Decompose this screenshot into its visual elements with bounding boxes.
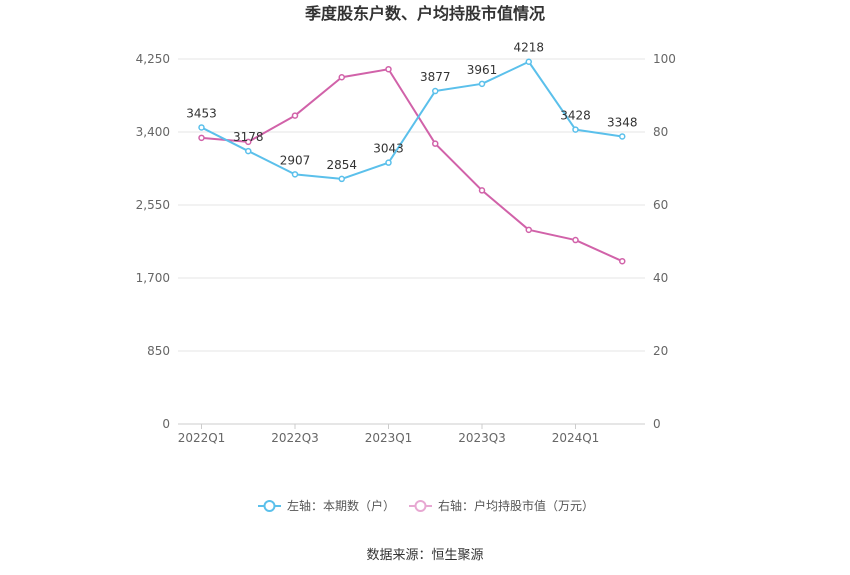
data-point[interactable] [338, 175, 345, 183]
left-tick-label: 1,700 [136, 271, 170, 285]
data-point[interactable] [385, 159, 392, 166]
data-point[interactable] [385, 65, 392, 73]
data-point[interactable] [291, 171, 299, 178]
data-label: 3877 [420, 70, 451, 84]
right-tick-label: 40 [653, 271, 668, 285]
data-point[interactable] [525, 226, 532, 234]
right-axis: 0 20 40 60 80 100 [653, 52, 676, 431]
data-label: 3178 [233, 130, 264, 144]
chart-title: 季度股东户数、户均持股市值情况 [304, 4, 545, 23]
data-point[interactable] [198, 124, 205, 131]
left-tick-label: 850 [147, 344, 170, 358]
x-tick-label: 2024Q1 [552, 431, 600, 445]
data-point[interactable] [432, 87, 439, 95]
data-label: 4218 [513, 41, 544, 55]
legend: 左轴：本期数（户） 右轴：户均持股市值（万元） [258, 498, 594, 513]
right-tick-label: 80 [653, 125, 668, 139]
x-axis: 2022Q1 2022Q3 2023Q1 2023Q3 2024Q1 [178, 424, 600, 445]
left-tick-label: 4,250 [136, 52, 170, 66]
right-tick-label: 0 [653, 417, 661, 431]
right-tick-label: 100 [653, 52, 676, 66]
legend-item-right-series[interactable]: 右轴：户均持股市值（万元） [409, 498, 594, 513]
data-point[interactable] [619, 133, 626, 140]
legend-swatch-marker [414, 500, 427, 512]
data-point[interactable] [432, 140, 439, 147]
data-point[interactable] [572, 126, 579, 133]
data-source: 数据来源：恒生聚源 [366, 548, 483, 563]
data-label: 3428 [560, 109, 591, 123]
data-point[interactable] [245, 147, 252, 155]
left-axis: 0 850 1,700 2,550 3,400 4,250 [136, 52, 170, 431]
data-point[interactable] [478, 80, 486, 88]
data-point[interactable] [338, 74, 345, 81]
series-line-right [201, 68, 623, 263]
data-point[interactable] [525, 58, 532, 65]
left-tick-label: 2,550 [136, 198, 170, 212]
data-point[interactable] [619, 257, 626, 265]
legend-label: 左轴：本期数（户） [287, 498, 395, 513]
x-tick-label: 2023Q3 [458, 431, 506, 445]
right-tick-label: 20 [653, 344, 668, 358]
data-point[interactable] [198, 134, 205, 142]
data-point[interactable] [291, 112, 299, 119]
data-point[interactable] [245, 138, 252, 146]
legend-swatch-marker [263, 500, 276, 512]
legend-label: 右轴：户均持股市值（万元） [438, 498, 594, 513]
data-point[interactable] [572, 236, 579, 244]
legend-item-left-series[interactable]: 左轴：本期数（户） [258, 498, 395, 513]
data-label: 3961 [467, 63, 498, 77]
x-tick-label: 2023Q1 [365, 431, 413, 445]
series-layer [198, 58, 626, 265]
data-label: 2854 [326, 158, 357, 172]
data-label: 3348 [607, 115, 638, 129]
right-tick-label: 60 [653, 198, 668, 212]
data-labels: 3453 3178 2907 2854 3043 3877 3961 4218 3428 3348 [186, 41, 637, 172]
data-point[interactable] [478, 187, 486, 194]
data-label: 2907 [280, 153, 311, 167]
left-tick-label: 0 [162, 417, 170, 431]
series-line-left [201, 60, 623, 180]
data-label: 3043 [373, 142, 404, 156]
x-tick-label: 2022Q3 [271, 431, 319, 445]
data-label: 3453 [186, 106, 217, 120]
x-tick-label: 2022Q1 [178, 431, 226, 445]
left-tick-label: 3,400 [136, 125, 170, 139]
grid [178, 58, 645, 425]
